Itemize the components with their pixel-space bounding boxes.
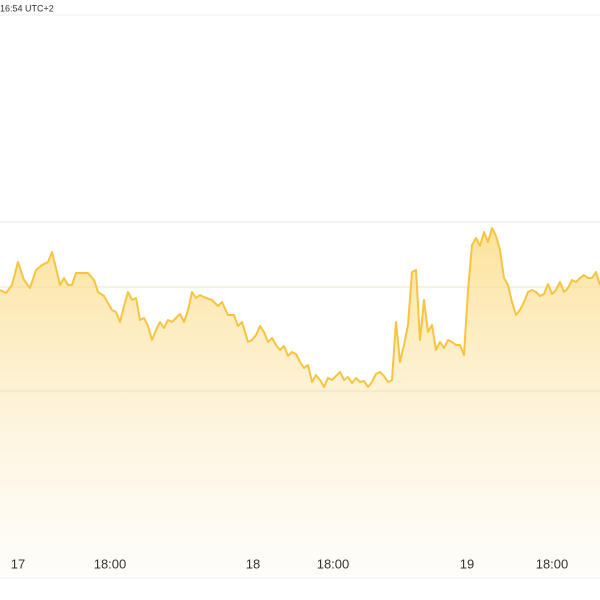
price-line bbox=[0, 227, 600, 388]
area-fill bbox=[0, 228, 600, 578]
x-tick-label: 17 bbox=[11, 556, 25, 571]
x-tick-label: 18:00 bbox=[536, 556, 569, 571]
timestamp: 16:54 UTC+2 bbox=[0, 3, 54, 13]
x-tick-label: 18 bbox=[246, 556, 260, 571]
x-tick-label: 19 bbox=[460, 556, 474, 571]
x-tick-label: 18:00 bbox=[94, 556, 127, 571]
x-tick-label: 18:00 bbox=[317, 556, 350, 571]
plot-area bbox=[0, 227, 600, 578]
